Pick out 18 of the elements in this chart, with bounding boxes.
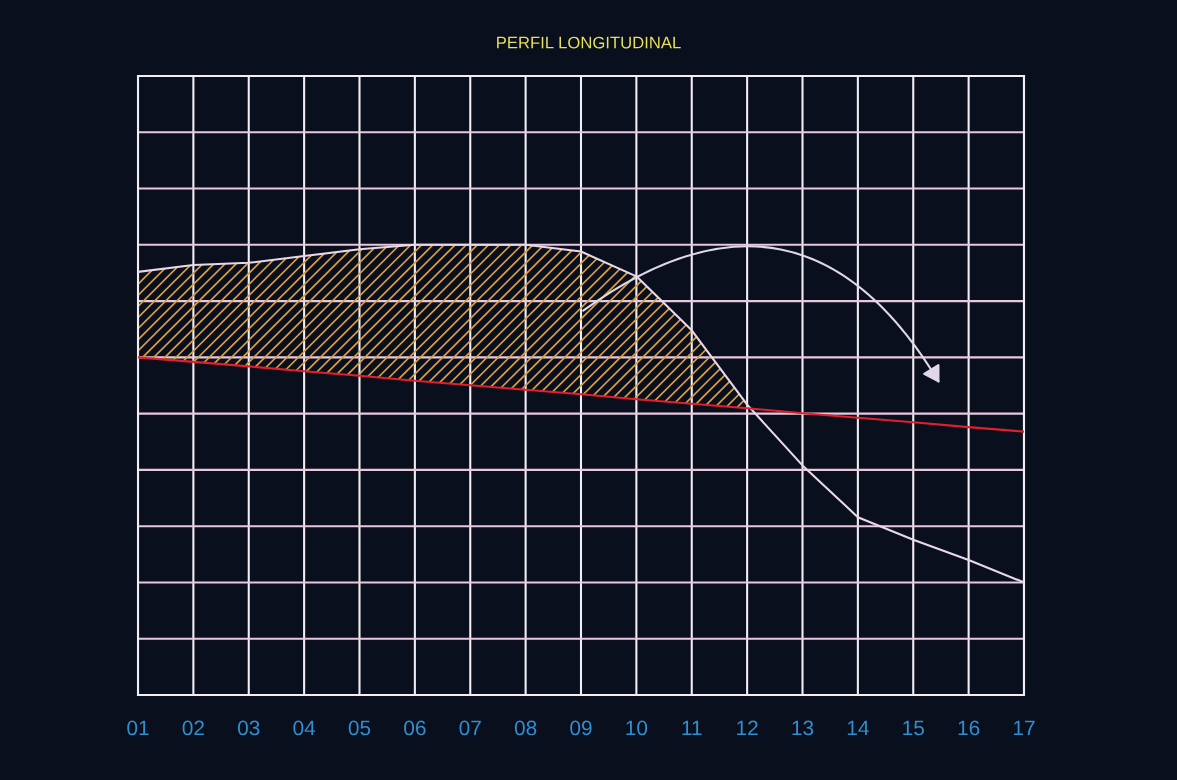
x-tick-label: 10 bbox=[626, 720, 648, 736]
x-tick-label: 02 bbox=[182, 720, 204, 736]
x-tick-label: 14 bbox=[847, 720, 869, 736]
x-tick-label: 01 bbox=[127, 720, 149, 736]
x-tick-label: 09 bbox=[570, 720, 592, 736]
x-tick-label: 17 bbox=[1014, 720, 1035, 736]
x-tick-label: 03 bbox=[237, 720, 260, 736]
chart-title: PERFIL LONGITUDINAL bbox=[497, 36, 681, 49]
x-tick-label: 15 bbox=[903, 720, 924, 736]
x-tick-label: 04 bbox=[293, 720, 316, 736]
x-tick-label: 08 bbox=[514, 720, 537, 736]
x-tick-label: 11 bbox=[682, 720, 702, 736]
x-tick-label: 16 bbox=[958, 720, 980, 736]
x-tick-label: 05 bbox=[348, 720, 371, 736]
x-tick-label: 12 bbox=[737, 720, 758, 736]
x-tick-label: 06 bbox=[404, 720, 426, 736]
x-tick-label: 13 bbox=[792, 720, 814, 736]
x-tick-label: 07 bbox=[459, 720, 481, 736]
